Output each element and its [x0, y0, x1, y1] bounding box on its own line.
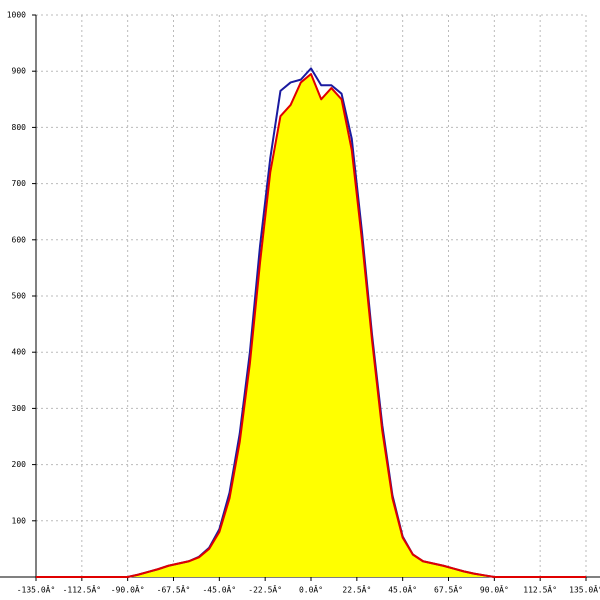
x-tick-label: -67.5Â°: [157, 584, 191, 595]
x-tick-label: 45.0Â°: [388, 584, 417, 595]
x-tick-label: 112.5Â°: [523, 584, 557, 595]
x-tick-label: 135.0Â°: [569, 584, 600, 595]
y-tick-label: 400: [12, 348, 27, 357]
x-tick-label: -90.0Â°: [111, 584, 145, 595]
y-tick-label: 100: [12, 516, 27, 525]
x-tick-label: -112.5Â°: [63, 584, 102, 595]
x-tick-label: -135.0Â°: [17, 584, 56, 595]
area: [36, 74, 586, 577]
x-tick-label: 90.0Â°: [480, 584, 509, 595]
y-tick-label: 300: [12, 404, 27, 413]
y-tick-label: 700: [12, 179, 27, 188]
x-tick-label: -45.0Â°: [202, 584, 236, 595]
y-tick-label: 200: [12, 460, 27, 469]
x-tick-label: 0.0Â°: [299, 584, 323, 595]
x-tick-label: -22.5Â°: [248, 584, 282, 595]
line: [36, 73, 586, 578]
y-tick-label: 600: [12, 235, 27, 244]
x-tick-label: 67.5Â°: [434, 584, 463, 595]
y-tick-label: 500: [12, 292, 27, 301]
x-tick-label: 22.5Â°: [342, 584, 371, 595]
y-tick-label: 1000: [7, 11, 26, 20]
y-tick-label: 900: [12, 67, 27, 76]
y-tick-label: 800: [12, 123, 27, 132]
